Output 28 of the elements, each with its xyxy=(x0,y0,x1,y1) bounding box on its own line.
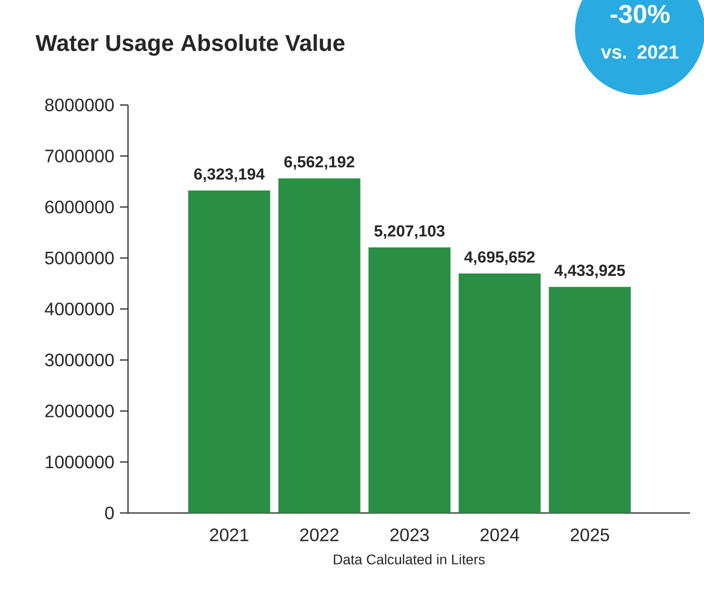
y-tick-label: 2000000 xyxy=(45,404,114,418)
x-tick-label: 2024 xyxy=(480,528,520,542)
x-axis-title: Data Calculated in Liters xyxy=(334,554,485,564)
text: -30% xyxy=(610,4,670,24)
y-tick-label: 6000000 xyxy=(45,200,114,214)
bar xyxy=(278,178,360,513)
bar xyxy=(458,274,541,513)
text: vs. 2021 xyxy=(600,45,679,59)
data-label: 4,695,652 xyxy=(464,251,535,265)
y-tick-label: 0 xyxy=(105,506,114,520)
data-label: 6,562,192 xyxy=(284,156,354,170)
data-label: 6,323,194 xyxy=(194,168,265,182)
x-tick-label: 2023 xyxy=(390,528,429,542)
y-tick-label: 4000000 xyxy=(44,302,114,316)
y-tick-label: 7000000 xyxy=(45,150,114,162)
y-tick-label: 5000000 xyxy=(45,252,114,264)
bar xyxy=(368,247,451,513)
x-tick-label: 2021 xyxy=(210,528,248,542)
x-tick-label: 2025 xyxy=(570,528,610,542)
y-tick-label: 1000000 xyxy=(46,456,114,468)
data-label: 5,207,103 xyxy=(374,225,444,239)
chart-title: Water Usage Absolute Value xyxy=(36,34,344,56)
y-tick-label: 3000000 xyxy=(45,354,114,366)
data-label: 4,433,925 xyxy=(554,264,625,278)
bar xyxy=(548,286,631,513)
x-tick-label: 2022 xyxy=(300,528,338,542)
bar xyxy=(188,190,270,513)
y-tick-label: 8000000 xyxy=(45,98,114,112)
